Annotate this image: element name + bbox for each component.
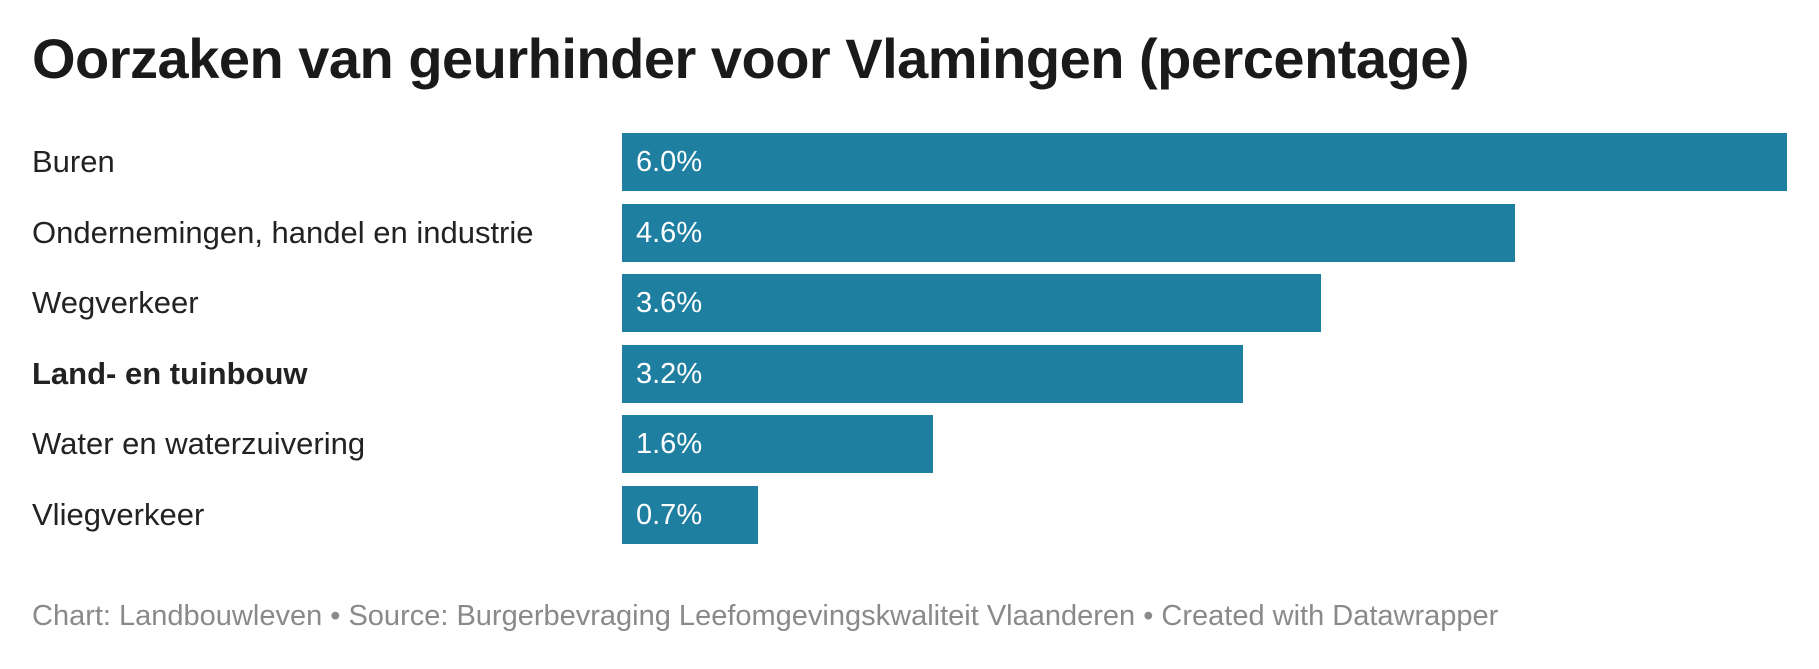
category-label: Wegverkeer (32, 285, 199, 320)
bar (622, 133, 1787, 191)
category-label: Vliegverkeer (32, 496, 205, 532)
bar (622, 415, 933, 473)
bar-value-label: 1.6% (636, 428, 703, 460)
bar-value-label: 6.0% (636, 146, 703, 178)
bar (622, 203, 1516, 262)
bar (622, 485, 758, 544)
bar-value-label: 3.6% (636, 287, 703, 319)
bar-value-label: 4.6% (636, 216, 703, 249)
bar-value-label: 3.2% (636, 357, 703, 390)
category-label: Land- en tuinbouw (32, 355, 308, 391)
bar (622, 274, 1321, 332)
category-label: Ondernemingen, handel en industrie (32, 214, 534, 250)
chart-title: Oorzaken van geurhinder voor Vlamingen (… (32, 27, 1470, 90)
bar (622, 344, 1244, 403)
category-label: Water en waterzuivering (32, 426, 366, 461)
category-label: Buren (32, 144, 115, 179)
chart-footer: Chart: Landbouwleven • Source: Burgerbev… (32, 600, 1499, 632)
bar-value-label: 0.7% (636, 498, 703, 531)
